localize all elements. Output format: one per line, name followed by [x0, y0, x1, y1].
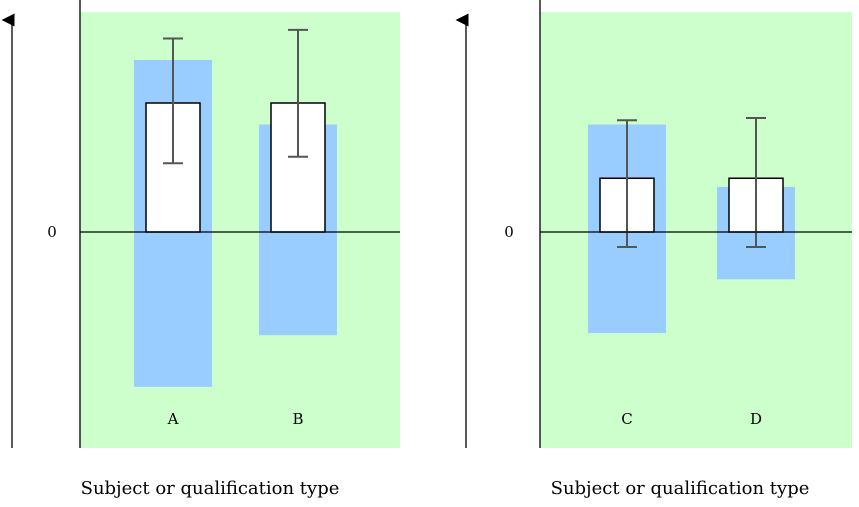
x-axis-label-right: Subject or qualification type [550, 478, 810, 499]
category-label-a: A [167, 410, 179, 428]
y-tick-label-zero: 0 [504, 223, 514, 241]
category-label-d: D [750, 410, 762, 428]
plot-background [540, 12, 852, 448]
y-tick-label-zero: 0 [47, 223, 57, 241]
category-label-b: B [292, 410, 303, 428]
plot-background [80, 12, 400, 448]
chart-left: A B 0 [1, 0, 400, 448]
chart-right: C D 0 [455, 0, 852, 448]
x-axis-label-left: Subject or qualification type [80, 478, 340, 499]
category-label-c: C [621, 410, 632, 428]
